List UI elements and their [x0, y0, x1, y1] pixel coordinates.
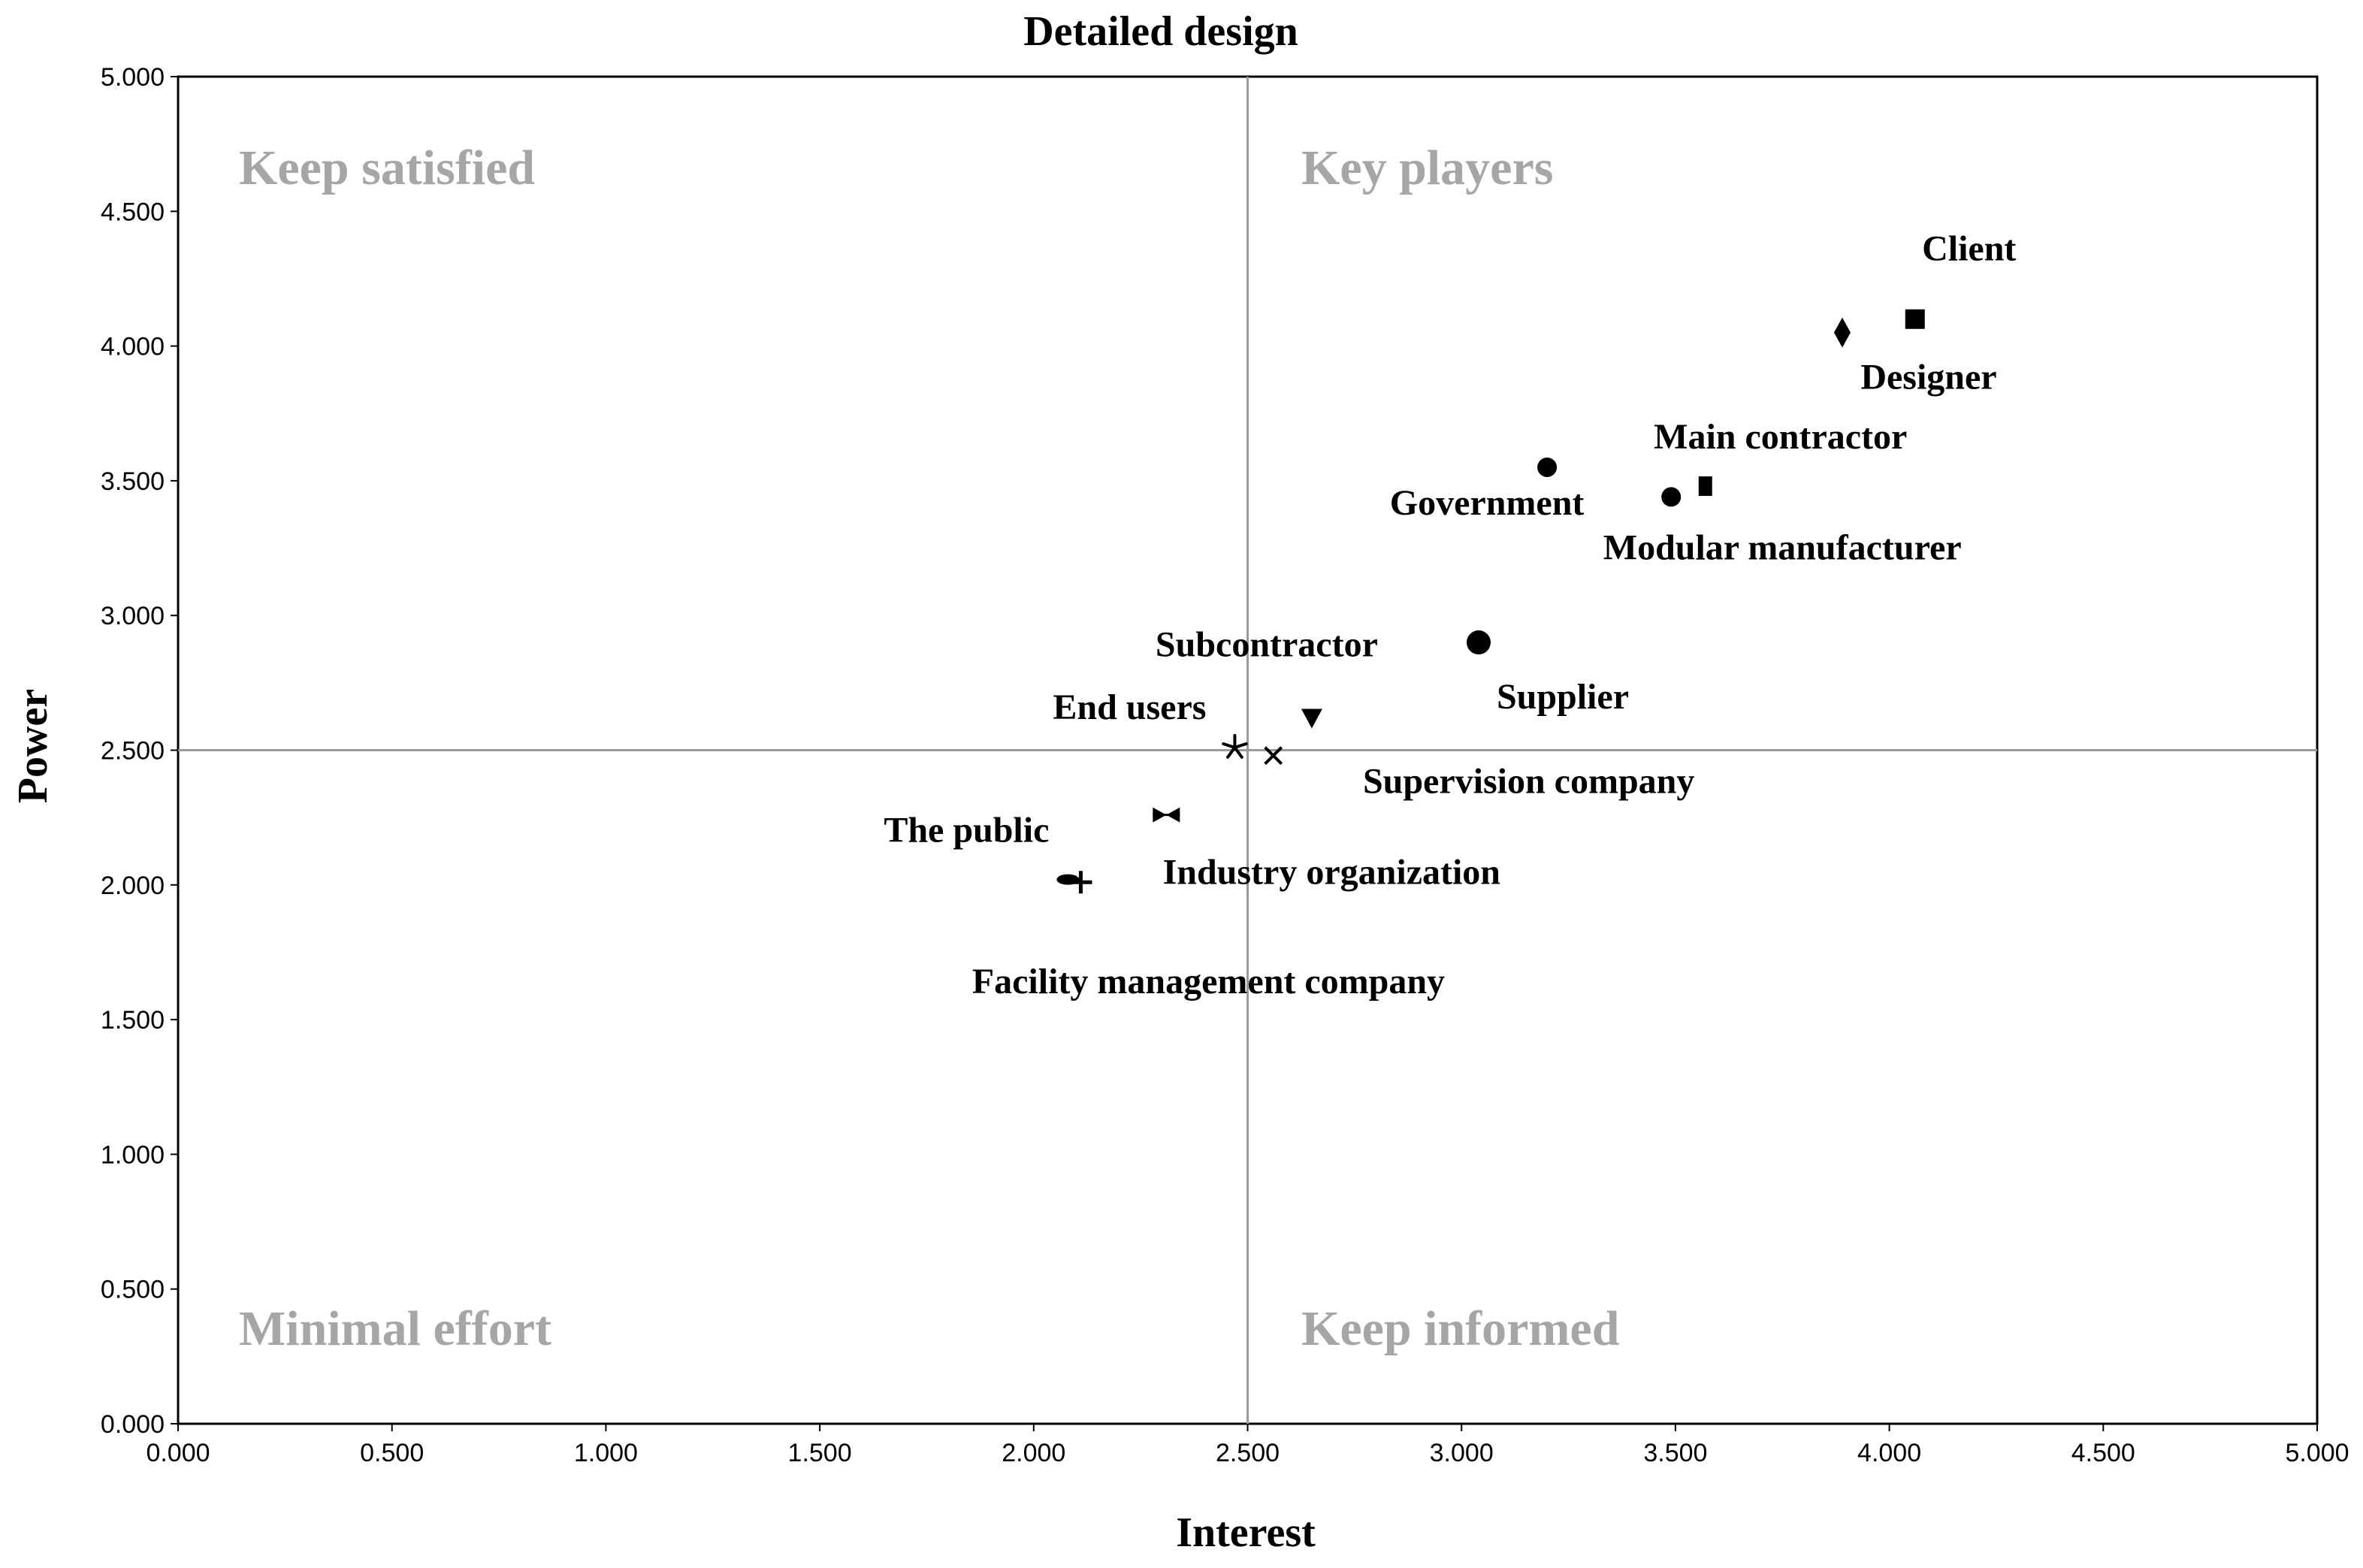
point-label-supervision-company: Supervision company: [1363, 762, 1694, 802]
x-tick-label: 3.000: [1430, 1439, 1494, 1467]
y-tick-label: 1.500: [101, 1006, 165, 1035]
quadrant-label-top-right: Key players: [1301, 140, 1553, 195]
y-tick-label: 0.500: [101, 1276, 165, 1304]
x-tick-label: 4.000: [1857, 1439, 1921, 1467]
x-tick-label: 0.000: [146, 1439, 210, 1467]
y-tick-label: 5.000: [101, 63, 165, 92]
data-point-government: [1537, 457, 1558, 477]
data-point-end-users: [1226, 745, 1237, 759]
y-axis-label: Power: [10, 689, 56, 803]
data-point-end-users: [1233, 745, 1243, 759]
point-label-the-public: The public: [884, 811, 1049, 850]
point-label-designer: Designer: [1860, 358, 1996, 397]
data-point-labels: Client Designer Main contractor Government M…: [884, 229, 2016, 1002]
quadrant-label-bottom-left: Minimal effort: [239, 1301, 551, 1356]
data-point-end-users: [1233, 742, 1248, 749]
chart-title: Detailed design: [1023, 8, 1298, 55]
x-tick-label: 1.500: [788, 1439, 852, 1467]
point-label-client: Client: [1922, 229, 2016, 269]
y-tick-label: 3.000: [101, 602, 165, 630]
x-tick-label: 3.500: [1643, 1439, 1707, 1467]
data-point-facility-management-company: [1069, 871, 1092, 894]
y-tick-label: 3.500: [101, 467, 165, 496]
point-label-facility-management-company: Facility management company: [972, 962, 1445, 1002]
x-tick-label: 5.000: [2285, 1439, 2349, 1467]
x-tick-label: 4.500: [2071, 1439, 2135, 1467]
data-point-end-users: [1222, 742, 1237, 749]
data-point-subcontractor: [1301, 708, 1322, 729]
data-point-supervision-company: [1264, 746, 1283, 766]
point-label-government: Government: [1390, 483, 1585, 523]
y-tick-label: 4.000: [101, 333, 165, 361]
x-tick-label: 1.000: [574, 1439, 638, 1467]
x-tick-label: 0.500: [360, 1439, 424, 1467]
point-label-supplier: Supplier: [1497, 677, 1629, 717]
quadrant-labels: Keep satisfied Key players Minimal effort K…: [239, 140, 1619, 1356]
y-tick-label: 2.500: [101, 737, 165, 766]
quadrant-label-bottom-right: Keep informed: [1301, 1301, 1619, 1356]
data-point-designer: [1833, 317, 1851, 348]
x-tick-label: 2.500: [1216, 1439, 1280, 1467]
point-label-end-users: End users: [1053, 687, 1206, 727]
y-tick-label: 4.500: [101, 198, 165, 226]
x-axis-ticks: 0.000 0.500 1.000 1.500 2.000 2.500 3.000 3.500…: [146, 1424, 2349, 1467]
point-label-modular-manufacturer: Modular manufacturer: [1603, 527, 1962, 567]
data-points: [1056, 309, 1925, 894]
reference-lines: [178, 77, 2317, 1424]
y-tick-label: 0.000: [101, 1410, 165, 1439]
point-label-industry-organization: Industry organization: [1163, 853, 1500, 893]
x-tick-label: 2.000: [1002, 1439, 1065, 1467]
data-point-modular-manufacturer: [1661, 487, 1682, 507]
point-label-subcontractor: Subcontractor: [1156, 624, 1378, 664]
data-point-client: [1905, 309, 1925, 329]
x-axis-label: Interest: [1176, 1509, 1316, 1556]
y-tick-label: 1.000: [101, 1141, 165, 1169]
data-point-supplier: [1466, 630, 1491, 655]
data-point-main-contractor: [1698, 476, 1712, 497]
quadrant-label-top-left: Keep satisfied: [239, 140, 535, 195]
y-tick-label: 2.000: [101, 872, 165, 900]
point-label-main-contractor: Main contractor: [1654, 417, 1907, 457]
y-axis-ticks: 0.000 0.500 1.000 1.500 2.000 2.500 3.000 3.500…: [101, 63, 178, 1439]
